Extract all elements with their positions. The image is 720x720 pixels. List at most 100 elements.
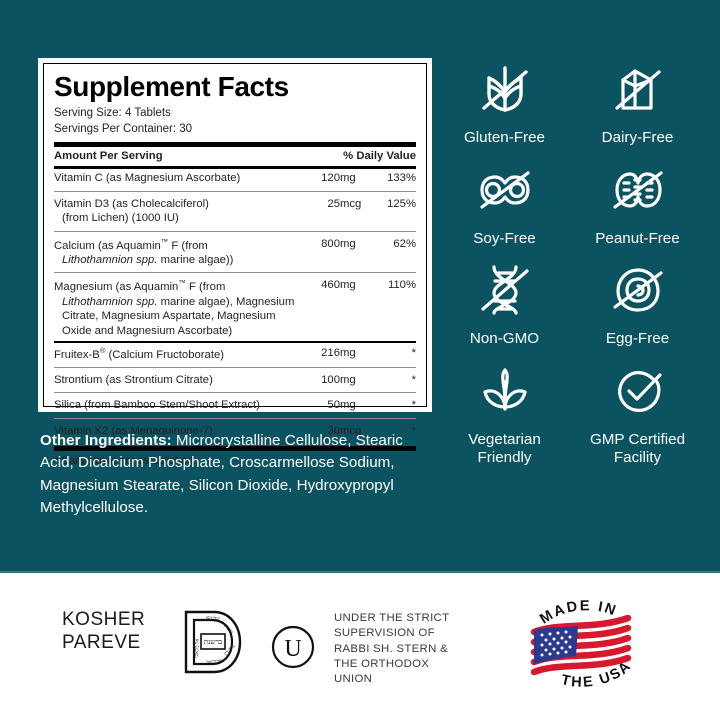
nutrient-name: Fruitex-B® (Calcium Fructoborate) [54,343,298,364]
made-in-usa-icon: MADE IN THE USA [520,588,642,705]
nutrient-dv: 110% [387,279,416,292]
badge-peanut-free: Peanut-Free [573,157,702,248]
nutrient-name-tail: F (from [185,281,226,294]
table-row: Vitamin D3 (as Cholecalciferol) (from Li… [54,194,416,228]
nutrient-unit: mg [340,172,356,185]
nutrient-name-line2: marine algae), Magnesium [157,295,295,308]
svg-text:אל מלאכי: אל מלאכי [193,638,201,658]
badge-egg-free: Egg-Free [573,257,702,348]
nutrient-name: Vitamin C (as Magnesium Ascorbate) [54,172,241,185]
nutrient-name-line1: Calcium (as Aquamin [54,239,161,252]
nutrient-dv: * [411,346,416,359]
supplement-facts-panel: Supplement Facts Serving Size: 4 Tablets… [38,58,432,467]
nutrient-name-line2: (from Lichen) (1000 IU) [62,212,179,225]
badge-soy-free: Soy-Free [440,157,569,248]
nutrient-name-line2: marine algae)) [157,253,234,266]
badge-label: Egg-Free [605,330,670,348]
other-ingredients: Other Ingredients: Microcrystalline Cell… [40,430,420,519]
nutrient-amount: 50 [327,399,340,412]
kosher-line-2: PAREVE [62,632,141,654]
nutrient-amount: 120 [321,172,340,185]
serving-size: Serving Size: 4 Tablets [54,107,171,120]
nutrient-unit: mg [340,237,356,250]
table-row: Vitamin K2 (as Menaquinone-7) 30 mcg * [54,421,416,440]
latin-name: Lithothamnion spp. [62,295,158,308]
nutrient-amount: 30 [327,424,340,437]
nutrient-unit: mg [340,279,356,292]
supervision-line-4: THE ORTHODOX [334,657,430,670]
nutrient-name-tail: (Calcium Fructoborate) [105,348,225,361]
servings-per-container: Servings Per Container: 30 [54,122,193,135]
supervision-line-5: UNION [334,673,373,686]
nutrient-name-line3: Citrate, Magnesium Aspartate, Magnesium [62,310,276,323]
nutrient-unit: mg [340,399,356,412]
dna-slash-icon [474,257,536,323]
supervision-line-3: RABBI SH. STERN & [334,642,448,655]
nutrient-amount: 800 [321,237,340,250]
minor-nutrient-rows-table: Fruitex-B® (Calcium Fructoborate) 216 mg… [54,343,416,441]
nutrition-table: Amount Per Serving % Daily Value [54,147,416,166]
table-header-row: Amount Per Serving % Daily Value [54,147,416,166]
badge-label: GMP Certified Facility [589,430,686,466]
registered-symbol: ® [99,345,106,355]
milk-carton-slash-icon [607,56,669,122]
badge-vegetarian-friendly: Vegetarian Friendly [440,358,569,466]
supervision-line-2: SUPERVISION OF [334,627,435,640]
nutrient-name-tail: F (from [168,239,208,252]
nutrient-name: Vitamin K2 (as Menaquinone-7) [54,424,213,437]
nutrient-amount: 25 [327,197,340,210]
supervision-line-1: UNDER THE STRICT [334,612,450,624]
other-ingredients-heading: Other Ingredients: [40,432,172,449]
nutrient-dv: * [411,399,416,412]
nutrient-unit: mg [340,346,356,359]
nutrient-dv: 133% [387,172,416,185]
nutrient-dv: * [411,424,416,437]
wheat-slash-icon [474,56,536,122]
check-circle-icon [607,358,669,424]
nutrient-unit: mcg [340,424,362,437]
rule-thick-bottom [54,445,416,451]
supplement-facts-title: Supplement Facts [54,71,289,102]
nutrient-amount: 100 [321,373,340,386]
svg-text:שטרן: שטרן [223,623,235,635]
nutrient-name: Magnesium (as Aquamin™ F (from Lithotham… [54,276,298,341]
table-row: Vitamin C (as Magnesium Ascorbate) 120 m… [54,169,416,188]
certification-badge-grid: Gluten-Free Dairy-Free [440,56,702,466]
table-row: Silica (from Bamboo Stem/Shoot Extract) … [54,396,416,415]
latin-name: Lithothamnion spp. [62,253,158,266]
badge-non-gmo: Non-GMO [440,257,569,348]
badge-dairy-free: Dairy-Free [573,56,702,147]
nutrient-rows-table: Vitamin C (as Magnesium Ascorbate) 120 m… [54,169,416,341]
nutrient-name: Vitamin D3 (as Cholecalciferol) (from Li… [54,194,298,228]
nutrient-amount: 216 [321,346,340,359]
table-row: Calcium (as Aquamin™ F (from Lithothamni… [54,234,416,270]
badge-label: Non-GMO [469,330,540,348]
nutrient-name-line1: Fruitex-B [54,348,100,361]
table-row: Fruitex-B® (Calcium Fructoborate) 216 mg… [54,343,416,364]
rule-under-header [54,166,416,169]
nutrient-dv: 62% [393,237,416,250]
trademark-symbol: ™ [178,278,186,288]
rule-thick-top [54,141,416,147]
daily-value-footnote: * Daily Value not established. [54,454,197,467]
plant-leaf-icon [474,358,536,424]
rabbinical-seal-icon: ברשנת אל מלאכי גאבריאל שליטא שטרן בית די… [176,606,248,683]
badge-label: Dairy-Free [601,129,674,146]
section-divider [0,571,720,573]
nutrient-unit: mg [340,373,356,386]
supervision-text: UNDER THE STRICT SUPERVISION OF RABBI SH… [334,611,484,687]
nutrient-dv: 125% [387,197,416,210]
badge-gmp-certified: GMP Certified Facility [573,358,702,466]
soybean-slash-icon [474,157,536,223]
orthodox-union-icon: U [270,624,316,675]
peanut-slash-icon [607,157,669,223]
nutrient-name: Silica (from Bamboo Stem/Shoot Extract) [54,399,260,412]
ou-letter: U [284,636,301,662]
nutrient-amount: 460 [321,279,340,292]
nutrient-name: Calcium (as Aquamin™ F (from Lithothamni… [54,234,298,270]
header-amount-per-serving: Amount Per Serving [54,150,163,163]
egg-slash-icon [607,257,669,323]
nutrient-dv: * [411,373,416,386]
badge-label: Vegetarian Friendly [468,430,541,466]
